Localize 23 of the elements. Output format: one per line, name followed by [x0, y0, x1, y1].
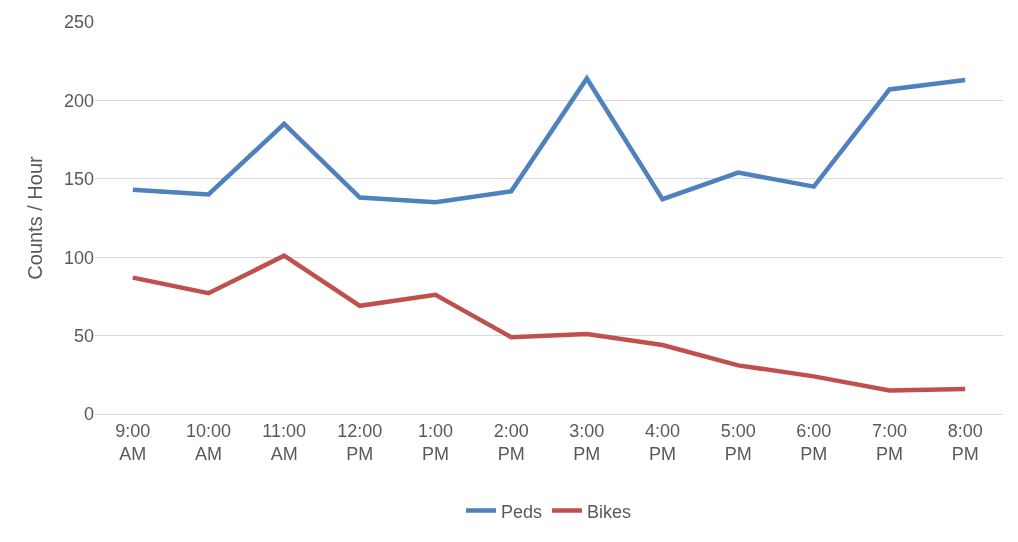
x-tick-label: 10:00 AM [185, 420, 232, 464]
x-tick-label: 2:00 PM [493, 420, 529, 464]
x-tick-label: 4:00 PM [644, 420, 681, 464]
x-tick-label: 11:00 AM [262, 420, 307, 464]
x-tick-label: 5:00 PM [720, 420, 756, 464]
y-tick-label: 0 [83, 404, 94, 425]
x-tick-label: 3:00 PM [569, 420, 605, 464]
y-tick-label: 150 [63, 169, 94, 190]
line-series [130, 76, 968, 205]
y-axis-title: Counts / Hour [24, 155, 47, 280]
x-tick-label: 9:00 AM [115, 420, 151, 464]
y-tick-label: 50 [73, 325, 94, 346]
line-series [130, 253, 968, 393]
y-tick-label: 100 [63, 247, 94, 268]
x-tick-label: 6:00 PM [796, 420, 832, 464]
legend-label: Peds [501, 501, 543, 522]
legend-label: Bikes [587, 501, 632, 522]
x-tick-label: 1:00 PM [417, 420, 454, 464]
y-tick-label: 250 [63, 12, 94, 33]
x-tick-label: 7:00 PM [871, 420, 908, 464]
y-tick-label: 200 [63, 90, 94, 111]
x-tick-label: 8:00 PM [947, 420, 983, 464]
x-tick-label: 12:00 PM [337, 420, 383, 464]
